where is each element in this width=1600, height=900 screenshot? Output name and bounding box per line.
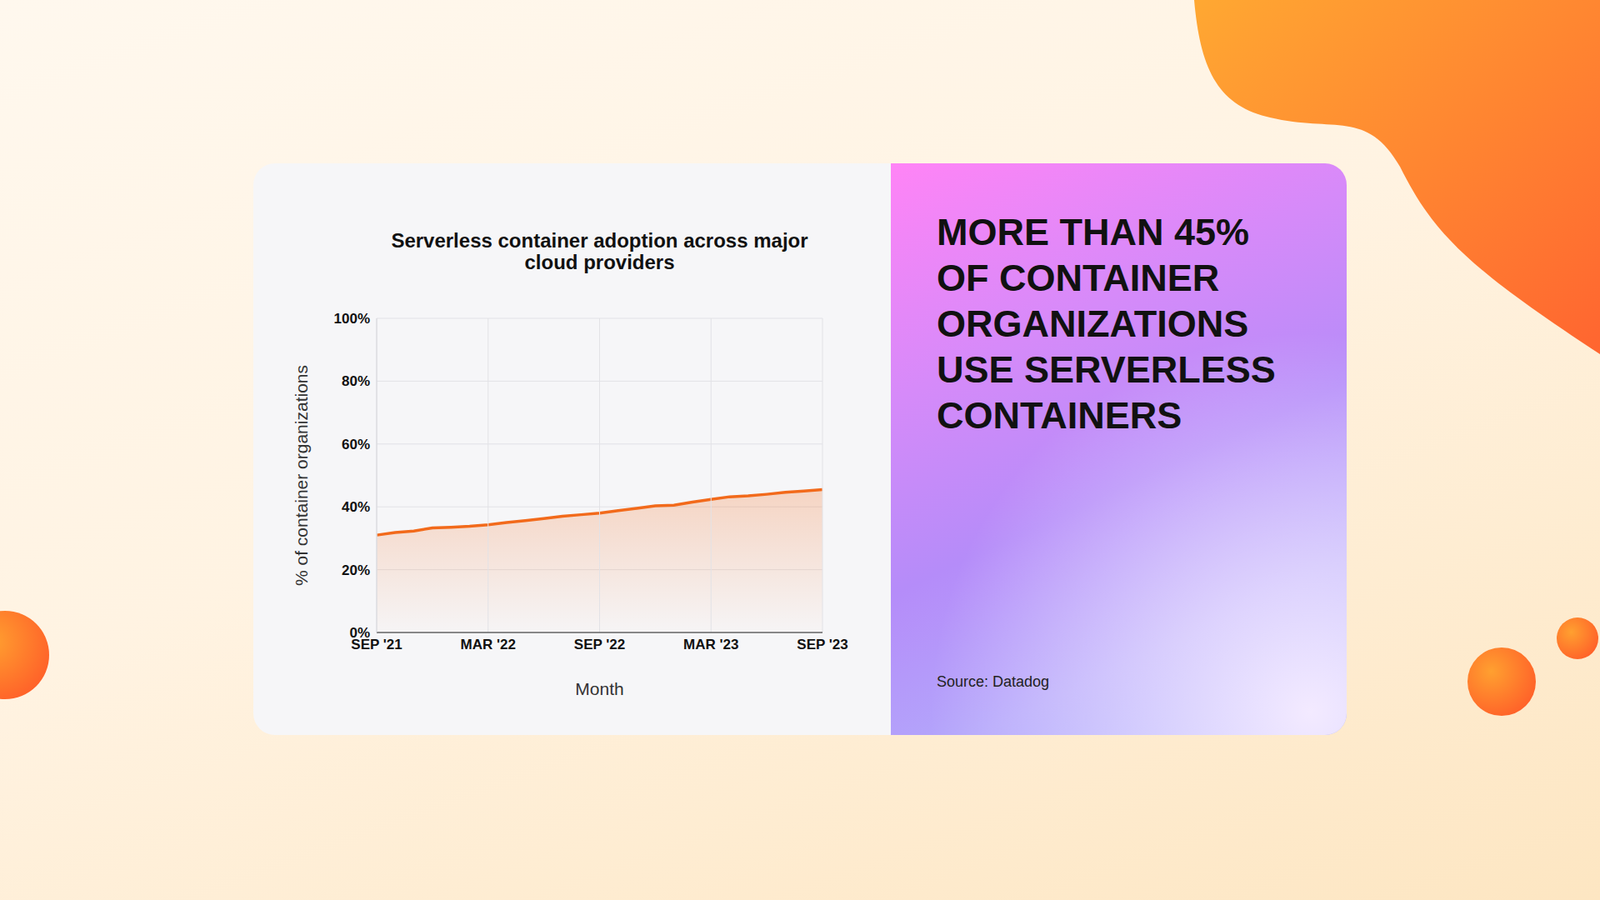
html-text:Source: Datadog: Source: Datadog	[936, 673, 1050, 690]
svg-text:100%: 100%	[334, 310, 370, 327]
svg-text:40%: 40%	[341, 499, 370, 515]
svg-text:% of container organizations: % of container organizations	[291, 365, 311, 586]
svg-text:80%: 80%	[341, 373, 370, 390]
svg-text:60%: 60%	[341, 436, 370, 453]
svg-text:SEP '21: SEP '21	[351, 636, 403, 653]
svg-text:MAR '22: MAR '22	[460, 636, 516, 653]
svg-text:SEP '22: SEP '22	[574, 636, 625, 653]
html-text:Serverless container adoption: Serverless container adoption across maj…	[391, 229, 808, 274]
svg-text:0%: 0%	[349, 625, 370, 641]
svg-text:Month: Month	[575, 679, 624, 699]
svg-text:20%: 20%	[341, 562, 370, 579]
svg-text:MAR '23: MAR '23	[683, 636, 739, 653]
html-text:MORE THAN 45% OF CONTAINER ORG: MORE THAN 45% OF CONTAINER ORGANIZATIONS…	[936, 210, 1276, 437]
svg-text:SEP '23: SEP '23	[796, 636, 848, 653]
